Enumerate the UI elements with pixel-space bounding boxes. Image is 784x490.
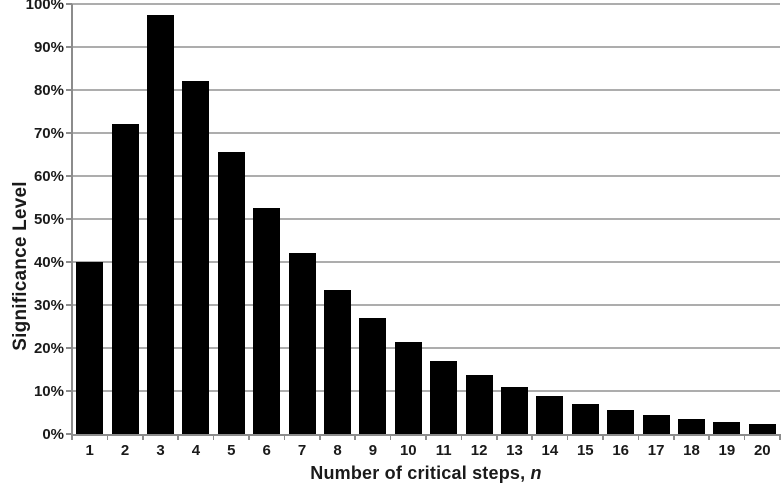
bar [253, 208, 281, 434]
x-tick-label: 13 [506, 442, 523, 459]
gridline [72, 390, 780, 392]
y-tick-label: 70% [33, 124, 64, 142]
bar [571, 403, 599, 434]
x-tick-mark [283, 434, 286, 440]
gridline [72, 347, 780, 349]
x-axis-title-text: Number of critical steps, [310, 463, 526, 483]
bar [607, 409, 635, 434]
bar [536, 396, 564, 434]
gridline [72, 175, 780, 177]
x-tick-mark [496, 434, 498, 440]
x-tick-label: 20 [753, 442, 771, 459]
y-tick-label: 20% [33, 339, 64, 357]
bar [182, 81, 210, 434]
x-tick-mark [566, 434, 569, 440]
y-tick-label: 80% [33, 81, 64, 99]
x-tick-mark [71, 434, 73, 440]
x-tick-label: 5 [227, 442, 236, 459]
bar [323, 289, 351, 434]
x-tick-label: 16 [612, 442, 630, 459]
x-tick-mark [354, 434, 356, 440]
x-tick-mark [389, 434, 392, 440]
x-tick-mark [425, 434, 427, 440]
y-tick-label: 10% [33, 382, 64, 400]
gridline [72, 304, 780, 306]
x-axis-title: Number of critical steps, n [72, 463, 780, 484]
y-tick-mark [66, 89, 72, 91]
x-tick-label: 14 [541, 442, 559, 459]
x-tick-label: 8 [333, 442, 342, 459]
bar [500, 386, 528, 434]
x-tick-label: 12 [470, 442, 488, 459]
x-tick-mark [602, 434, 604, 440]
y-tick-label: 30% [33, 296, 64, 314]
y-tick-mark [66, 46, 72, 48]
bar [642, 414, 670, 434]
bar [677, 418, 705, 434]
bar [146, 14, 174, 434]
bar [430, 360, 458, 434]
x-tick-mark [743, 434, 746, 440]
gridline [72, 261, 780, 263]
x-tick-mark [460, 434, 463, 440]
gridline [72, 218, 780, 220]
x-tick-mark [177, 434, 179, 440]
x-tick-label: 11 [435, 442, 452, 459]
bar [465, 375, 493, 434]
x-tick-mark [708, 434, 710, 440]
gridline [72, 132, 780, 134]
x-tick-mark [142, 434, 144, 440]
x-tick-label: 1 [85, 442, 94, 459]
plot-area [72, 3, 780, 434]
x-tick-label: 3 [156, 442, 165, 459]
x-tick-mark [531, 434, 533, 440]
x-tick-label: 9 [368, 442, 378, 459]
gridline [72, 89, 780, 91]
gridline [72, 46, 780, 48]
x-tick-label: 7 [297, 442, 307, 459]
bar [288, 253, 316, 434]
x-tick-mark [673, 434, 675, 440]
bar [394, 341, 422, 434]
y-tick-mark [66, 347, 72, 349]
x-tick-label: 17 [647, 442, 665, 459]
y-tick-mark [66, 3, 72, 5]
bar [713, 421, 741, 434]
y-tick-mark [66, 261, 72, 263]
y-tick-label: 50% [33, 210, 64, 228]
x-tick-label: 6 [262, 442, 271, 459]
bar [748, 424, 776, 434]
x-tick-mark [637, 434, 640, 440]
x-tick-label: 19 [718, 442, 736, 459]
x-tick-label: 2 [120, 442, 130, 459]
x-tick-mark [106, 434, 109, 440]
y-tick-mark [66, 390, 72, 392]
y-tick-mark [66, 304, 72, 306]
y-tick-label: 90% [33, 38, 64, 56]
y-tick-label: 60% [33, 167, 64, 185]
x-axis-title-variable: n [530, 463, 542, 483]
x-tick-label: 15 [576, 442, 594, 459]
gridline [72, 3, 780, 5]
y-tick-label: 100% [25, 0, 64, 13]
x-tick-mark [779, 434, 781, 440]
x-tick-mark [319, 434, 321, 440]
y-tick-mark [66, 132, 72, 134]
y-tick-mark [66, 433, 72, 435]
bar [76, 262, 104, 434]
y-tick-mark [66, 175, 72, 177]
y-tick-label: 40% [33, 253, 64, 271]
x-tick-label: 4 [191, 442, 201, 459]
bar [111, 124, 139, 434]
y-tick-mark [66, 218, 72, 220]
x-tick-mark [212, 434, 215, 440]
bar [359, 317, 387, 434]
x-tick-mark [248, 434, 250, 440]
bar [217, 152, 245, 434]
x-tick-label: 10 [399, 442, 417, 459]
y-tick-label: 0% [42, 425, 64, 443]
x-tick-label: 18 [683, 442, 700, 459]
